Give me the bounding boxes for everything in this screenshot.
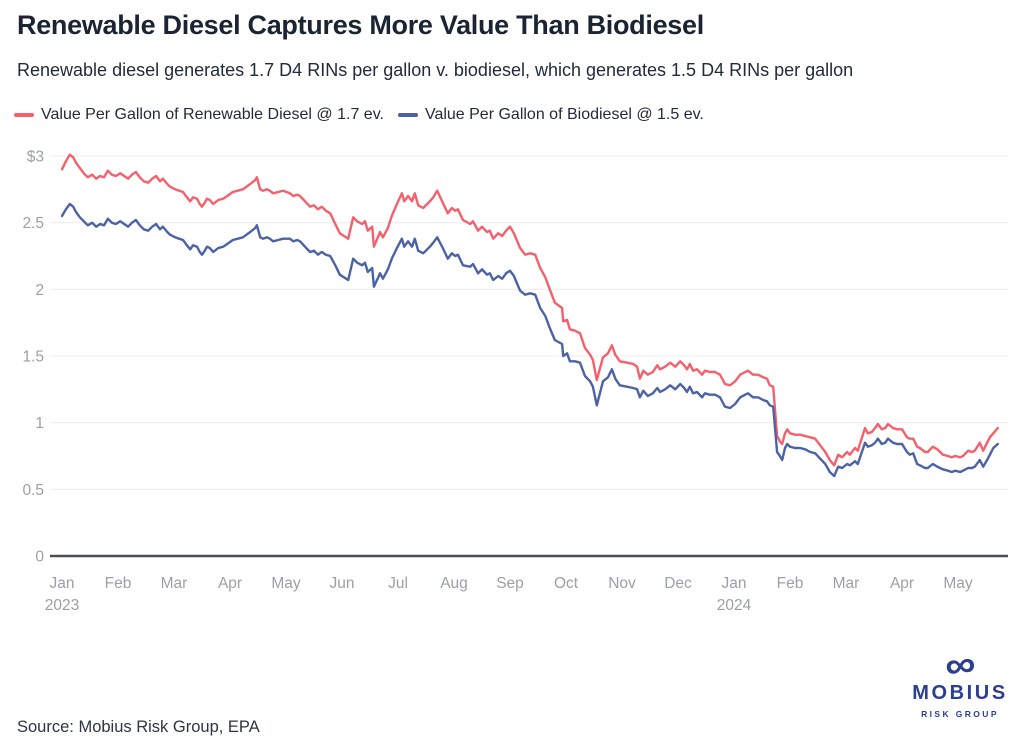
svg-text:1.5: 1.5 [22,349,44,366]
chart-title: Renewable Diesel Captures More Value Tha… [17,10,704,40]
svg-text:May: May [943,575,973,592]
svg-text:1: 1 [35,415,44,432]
brand-name: MOBIUS [912,682,1008,704]
chart-subtitle: Renewable diesel generates 1.7 D4 RINs p… [17,60,854,80]
legend-swatch-renewable-diesel [14,113,34,117]
legend-label-renewable-diesel: Value Per Gallon of Renewable Diesel @ 1… [41,106,384,123]
legend-swatch-biodiesel [397,113,418,117]
svg-text:Apr: Apr [218,575,242,592]
svg-text:Mar: Mar [833,575,860,592]
svg-text:Dec: Dec [664,575,692,592]
legend-item-renewable-diesel: Value Per Gallon of Renewable Diesel @ 1… [14,106,384,124]
mobius-logo: ∞ MOBIUS RISK GROUP [903,642,1017,719]
svg-text:Jan: Jan [722,575,747,592]
svg-text:Jun: Jun [330,575,355,592]
brand-tagline: RISK GROUP [921,709,999,719]
svg-text:Jan: Jan [50,575,75,592]
svg-text:0: 0 [35,549,44,566]
svg-text:Oct: Oct [554,575,579,592]
svg-text:0.5: 0.5 [22,482,44,499]
svg-text:Mar: Mar [161,575,188,592]
infinity-icon: ∞ [942,642,978,687]
svg-text:May: May [271,575,301,592]
svg-text:Aug: Aug [440,575,468,592]
price-line-chart: $3 2.5 2 1.5 1 0.5 0 Jan 2023 Feb Mar Apr May Jun Jul A… [22,149,1008,614]
legend: Value Per Gallon of Renewable Diesel @ 1… [14,106,704,124]
svg-text:2023: 2023 [45,597,79,614]
legend-item-biodiesel: Value Per Gallon of Biodiesel @ 1.5 ev. [397,106,704,124]
svg-text:2.5: 2.5 [22,215,44,232]
legend-label-biodiesel: Value Per Gallon of Biodiesel @ 1.5 ev. [424,106,704,123]
svg-text:Nov: Nov [608,575,636,592]
svg-text:Feb: Feb [777,575,804,592]
svg-text:Feb: Feb [105,575,132,592]
svg-text:Sep: Sep [496,575,524,592]
svg-text:2024: 2024 [717,597,752,614]
svg-text:Apr: Apr [890,575,914,592]
svg-text:Jul: Jul [388,575,408,592]
source-note: Source: Mobius Risk Group, EPA [17,718,260,736]
svg-text:$3: $3 [27,149,44,166]
svg-text:2: 2 [35,282,44,299]
